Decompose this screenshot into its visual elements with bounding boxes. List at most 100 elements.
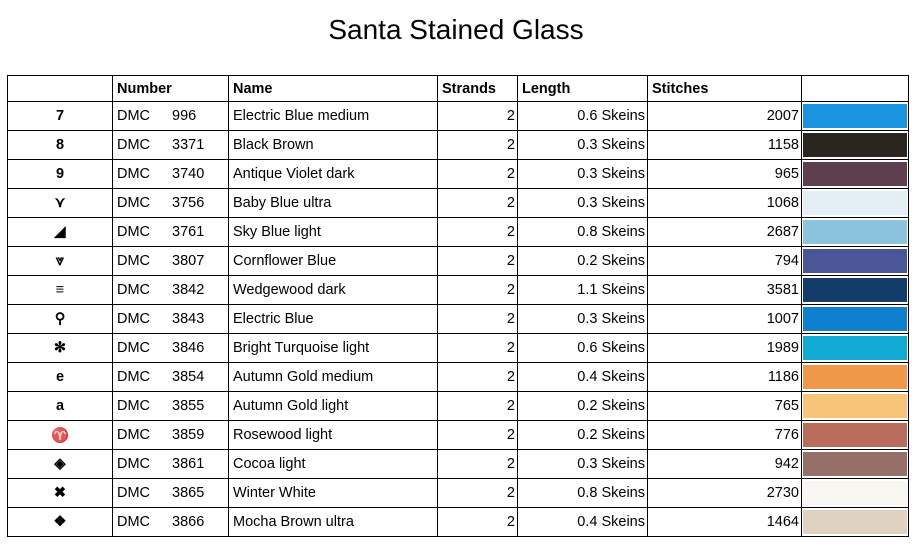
- color-swatch: [803, 104, 907, 128]
- length-cell: 0.3 Skeins: [517, 449, 648, 479]
- strands-cell: 2: [437, 507, 518, 537]
- thread-number: 3865: [172, 485, 205, 501]
- brand: DMC: [117, 195, 151, 211]
- row: ◢ DMC 3761 Sky Blue light 2 0.8 Skeins 2687: [7, 217, 909, 247]
- row: ≡ DMC 3842 Wedgewood dark 2 1.1 Skeins 3581: [7, 275, 909, 305]
- length-cell: 1.1 Skeins: [517, 275, 648, 305]
- thread-number: 3843: [172, 311, 205, 327]
- strands-cell: 2: [437, 246, 518, 276]
- length-cell: 0.3 Skeins: [517, 159, 648, 189]
- swatch-cell: [801, 420, 909, 450]
- color-swatch: [803, 481, 907, 505]
- thread-number: 3807: [172, 253, 205, 269]
- stitches-cell: 965: [647, 159, 802, 189]
- thread-number: 3740: [172, 166, 205, 182]
- symbol-cell: ❖: [7, 507, 113, 537]
- title: Santa Stained Glass: [328, 14, 584, 45]
- length-cell: 0.4 Skeins: [517, 507, 648, 537]
- stitches-cell: 2687: [647, 217, 802, 247]
- length-cell: 0.3 Skeins: [517, 304, 648, 334]
- name-cell: Rosewood light: [228, 420, 438, 450]
- header-cell: Number: [112, 75, 229, 102]
- length-cell: 0.8 Skeins: [517, 217, 648, 247]
- thread-number: 3756: [172, 195, 205, 211]
- row: e DMC 3854 Autumn Gold medium 2 0.4 Skeins 118…: [7, 362, 909, 392]
- symbol-cell: ◈: [7, 449, 113, 479]
- length-cell: 0.8 Skeins: [517, 478, 648, 508]
- number-cell: DMC 3761: [112, 217, 229, 247]
- brand: DMC: [117, 514, 151, 530]
- stitches-cell: 1989: [647, 333, 802, 363]
- header-cell: Name: [228, 75, 438, 102]
- brand: DMC: [117, 427, 151, 443]
- swatch-cell: [801, 275, 909, 305]
- swatch-cell: [801, 362, 909, 392]
- thread-number: 996: [172, 108, 197, 124]
- header-cell: Strands: [437, 75, 518, 102]
- swatch-cell: [801, 217, 909, 247]
- name-cell: Autumn Gold light: [228, 391, 438, 421]
- brand: DMC: [117, 108, 151, 124]
- row: ⚲ DMC 3843 Electric Blue 2 0.3 Skeins 1007: [7, 304, 909, 334]
- color-swatch: [803, 510, 907, 534]
- color-swatch: [803, 307, 907, 331]
- swatch-cell: [801, 304, 909, 334]
- symbol-cell: ≡: [7, 275, 113, 305]
- name-cell: Autumn Gold medium: [228, 362, 438, 392]
- name-cell: Antique Violet dark: [228, 159, 438, 189]
- swatch-cell: [801, 159, 909, 189]
- symbol-cell: ⩔: [7, 246, 113, 276]
- number-cell: DMC 3740: [112, 159, 229, 189]
- symbol-cell: ⚲: [7, 304, 113, 334]
- swatch-cell: [801, 101, 909, 131]
- strands-cell: 2: [437, 391, 518, 421]
- swatch-cell: [801, 478, 909, 508]
- stitches-cell: 942: [647, 449, 802, 479]
- length-cell: 0.3 Skeins: [517, 188, 648, 218]
- swatch-cell: [801, 449, 909, 479]
- number-cell: DMC 996: [112, 101, 229, 131]
- length-cell: 0.2 Skeins: [517, 420, 648, 450]
- strands-cell: 2: [437, 478, 518, 508]
- number-cell: DMC 3859: [112, 420, 229, 450]
- row: ❖ DMC 3866 Mocha Brown ultra 2 0.4 Skeins 1464: [7, 507, 909, 537]
- swatch-cell: [801, 507, 909, 537]
- strands-cell: 2: [437, 333, 518, 363]
- symbol-cell: ◢: [7, 217, 113, 247]
- strands-cell: 2: [437, 362, 518, 392]
- color-swatch: [803, 249, 907, 273]
- brand: DMC: [117, 311, 151, 327]
- strands-cell: 2: [437, 217, 518, 247]
- brand: DMC: [117, 282, 151, 298]
- name-cell: Mocha Brown ultra: [228, 507, 438, 537]
- thread-table: Number Name Strands Length Stitches 7 DMC…: [7, 75, 909, 537]
- number-cell: DMC 3807: [112, 246, 229, 276]
- color-swatch: [803, 423, 907, 447]
- strands-cell: 2: [437, 101, 518, 131]
- row: 9 DMC 3740 Antique Violet dark 2 0.3 Skeins 96…: [7, 159, 909, 189]
- header-cell: [801, 75, 909, 102]
- thread-number: 3854: [172, 369, 205, 385]
- swatch-cell: [801, 391, 909, 421]
- strands-cell: 2: [437, 275, 518, 305]
- brand: DMC: [117, 456, 151, 472]
- number-cell: DMC 3865: [112, 478, 229, 508]
- name-cell: Cocoa light: [228, 449, 438, 479]
- color-swatch: [803, 162, 907, 186]
- symbol-cell: 7: [7, 101, 113, 131]
- row: ✖ DMC 3865 Winter White 2 0.8 Skeins 2730: [7, 478, 909, 508]
- number-cell: DMC 3756: [112, 188, 229, 218]
- symbol-cell: ♈: [7, 420, 113, 450]
- color-swatch: [803, 220, 907, 244]
- strands-cell: 2: [437, 188, 518, 218]
- number-cell: DMC 3861: [112, 449, 229, 479]
- brand: DMC: [117, 137, 151, 153]
- row: ♈ DMC 3859 Rosewood light 2 0.2 Skeins 776: [7, 420, 909, 450]
- symbol-cell: 8: [7, 130, 113, 160]
- length-cell: 0.6 Skeins: [517, 101, 648, 131]
- color-swatch: [803, 452, 907, 476]
- thread-number: 3846: [172, 340, 205, 356]
- symbol-cell: 9: [7, 159, 113, 189]
- number-cell: DMC 3842: [112, 275, 229, 305]
